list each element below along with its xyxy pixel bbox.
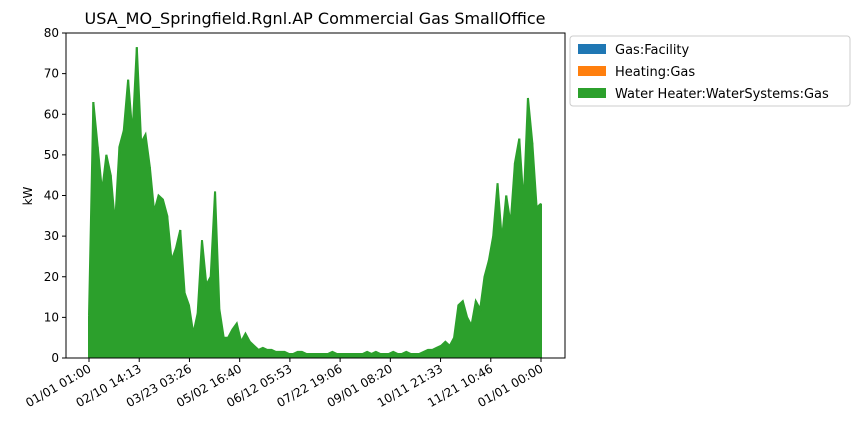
y-axis-label: kW xyxy=(21,186,35,205)
y-tick-label: 50 xyxy=(44,148,59,162)
legend: Gas:Facility Heating:Gas Water Heater:Wate… xyxy=(569,35,851,107)
y-tick-label: 60 xyxy=(44,107,59,121)
legend-swatch xyxy=(578,44,606,54)
legend-label: Gas:Facility xyxy=(615,43,690,58)
legend-box xyxy=(569,35,851,107)
y-tick-label: 70 xyxy=(44,67,59,81)
y-tick-label: 30 xyxy=(44,229,59,243)
y-tick-label: 20 xyxy=(44,270,59,284)
legend-label: Water Heater:WaterSystems:Gas xyxy=(615,87,829,102)
series-2 xyxy=(88,47,542,358)
plot-area xyxy=(88,47,542,358)
y-tick-label: 80 xyxy=(44,26,59,40)
y-tick-label: 0 xyxy=(51,351,59,365)
legend-label: Heating:Gas xyxy=(615,65,695,80)
legend-swatch xyxy=(578,66,606,76)
chart-title: USA_MO_Springfield.Rgnl.AP Commercial Ga… xyxy=(85,9,546,29)
y-tick-label: 10 xyxy=(44,310,59,324)
y-tick-label: 40 xyxy=(44,189,59,203)
legend-swatch xyxy=(578,88,606,98)
series-line xyxy=(88,47,542,356)
